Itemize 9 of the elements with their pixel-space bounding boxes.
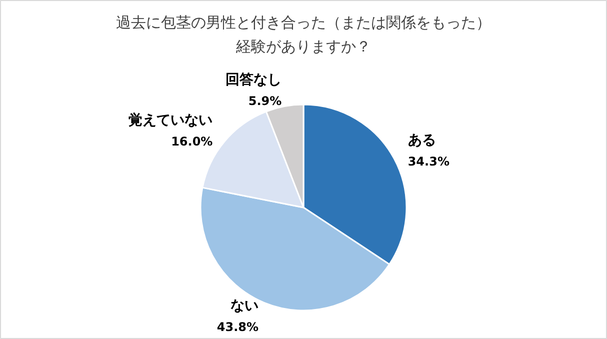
- data-label: 43.8%: [216, 320, 259, 334]
- slice-label: 覚えていない: [128, 111, 213, 128]
- slice-label: 回答なし: [226, 72, 282, 88]
- slice-label: ある: [408, 132, 436, 148]
- data-label: 5.9%: [248, 94, 282, 108]
- slice-label: ない: [230, 298, 259, 314]
- data-label: 16.0%: [171, 134, 213, 149]
- chart-title: 過去に包茎の男性と付き合った（または関係をもった）経験がありますか？: [116, 14, 491, 56]
- data-label: 34.3%: [408, 154, 450, 169]
